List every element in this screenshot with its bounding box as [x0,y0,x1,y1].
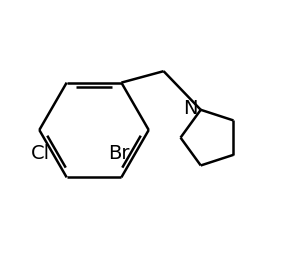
Text: Br: Br [108,144,130,163]
Text: N: N [183,99,198,118]
Text: Cl: Cl [31,144,50,163]
